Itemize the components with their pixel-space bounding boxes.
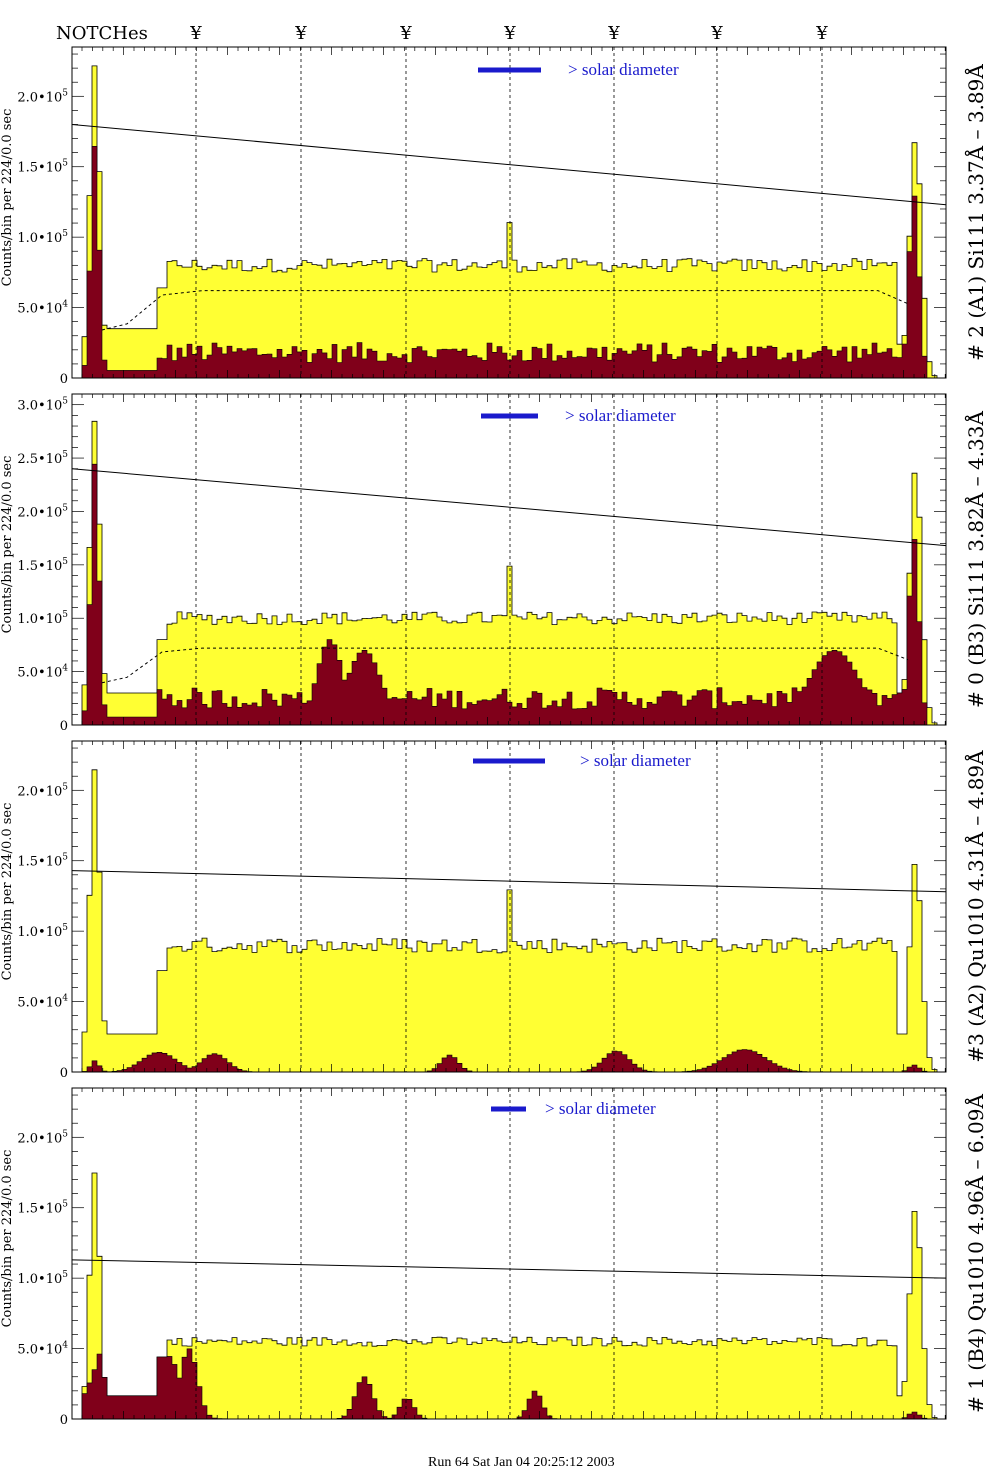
y-tick-label: 0: [60, 372, 68, 387]
plot-frame: [71, 46, 947, 379]
y-tick-label: 5.0•104: [17, 994, 68, 1011]
y-tick-label: 2.0•105: [17, 503, 68, 520]
y-axis-title: Counts/bin per 224/0.0 sec: [0, 803, 15, 981]
y-tick-label: 1.5•105: [17, 557, 68, 574]
counts-histogram: [81, 769, 938, 1073]
notch-marker-1: ¥: [189, 23, 202, 44]
y-tick-label: 1.0•105: [17, 1270, 68, 1287]
y-tick-label: 1.5•105: [17, 159, 68, 176]
y-tick-label: 2.0•105: [17, 88, 68, 105]
y-axis-title: Counts/bin per 224/0.0 sec: [0, 1150, 15, 1328]
counts-histogram: [81, 420, 938, 726]
fit-line: [71, 1259, 947, 1279]
y-tick-label: 2.5•105: [17, 450, 68, 467]
notch-marker-5: ¥: [607, 23, 620, 44]
y-axis-title: Counts/bin per 224/0.0 sec: [0, 456, 15, 634]
y-tick-label: 0: [60, 1066, 68, 1081]
fit-line: [71, 123, 947, 206]
plot-frame: [71, 1087, 947, 1420]
notch-marker-2: ¥: [294, 23, 307, 44]
notch-title: NOTCHes: [56, 23, 148, 44]
y-tick-label: 5.0•104: [17, 300, 68, 317]
solar-diameter-label: > solar diameter: [580, 751, 691, 770]
panel-2: 0 5.0•104 1.0•105 1.5•105 2.0•105 2.5•105 3.0•…: [0, 393, 988, 734]
y-tick-label: 0: [60, 1413, 68, 1428]
panel-1: 0 5.0•104 1.0•105 1.5•105 2.0•105Counts/bin …: [0, 46, 988, 387]
background-histogram: [81, 146, 937, 379]
panel-3: 0 5.0•104 1.0•105 1.5•105 2.0•105Counts/bin …: [0, 740, 988, 1081]
notch-marker-7: ¥: [815, 23, 828, 44]
y-tick-label: 1.5•105: [17, 1200, 68, 1217]
panel-label: # 1 (B4) Qu1010 4.96Å – 6.09Å: [963, 1094, 988, 1413]
y-tick-label: 5.0•104: [17, 1341, 68, 1358]
solar-diameter-label: > solar diameter: [568, 60, 679, 79]
y-tick-label: 1.5•105: [17, 853, 68, 870]
model-dashed-line: [101, 290, 909, 331]
fit-line: [71, 468, 947, 547]
plot-frame: [71, 740, 947, 1073]
panel-4: 0 5.0•104 1.0•105 1.5•105 2.0•105Counts/bin …: [0, 1087, 988, 1428]
notch-marker-3: ¥: [399, 23, 412, 44]
y-tick-label: 2.0•105: [17, 1129, 68, 1146]
notch-marker-4: ¥: [503, 23, 516, 44]
y-tick-label: 1.0•105: [17, 229, 68, 246]
notch-row: NOTCHes ¥ ¥ ¥ ¥ ¥ ¥ ¥: [56, 23, 828, 44]
plot-frame: [71, 393, 947, 726]
panel-label: # 2 (A1) Si111 3.37Å – 3.89Å: [963, 64, 988, 361]
chart-panels: 05.0•1041.0•1051.5•1052.0•105Counts/bin …: [0, 46, 988, 1428]
background-histogram: [81, 463, 937, 726]
y-tick-label: 3.0•105: [17, 397, 68, 414]
counts-histogram: [81, 65, 938, 379]
counts-histogram: [81, 1172, 938, 1420]
solar-diameter-label: > solar diameter: [545, 1099, 656, 1118]
panel-label: # 0 (B3) Si111 3.82Å – 4.33Å: [963, 411, 988, 708]
y-tick-label: 2.0•105: [17, 782, 68, 799]
panel-label: #3 (A2) Qu1010 4.31Å – 4.89Å: [963, 750, 988, 1063]
run-footer: Run 64 Sat Jan 04 20:25:12 2003: [428, 1455, 615, 1470]
y-tick-label: 1.0•105: [17, 610, 68, 627]
fit-line: [71, 870, 947, 893]
y-axis-title: Counts/bin per 224/0.0 sec: [0, 109, 15, 287]
y-tick-label: 0: [60, 719, 68, 734]
y-tick-label: 5.0•104: [17, 664, 68, 681]
y-tick-label: 1.0•105: [17, 923, 68, 940]
notch-marker-6: ¥: [710, 23, 723, 44]
solar-diameter-label: > solar diameter: [565, 406, 676, 425]
